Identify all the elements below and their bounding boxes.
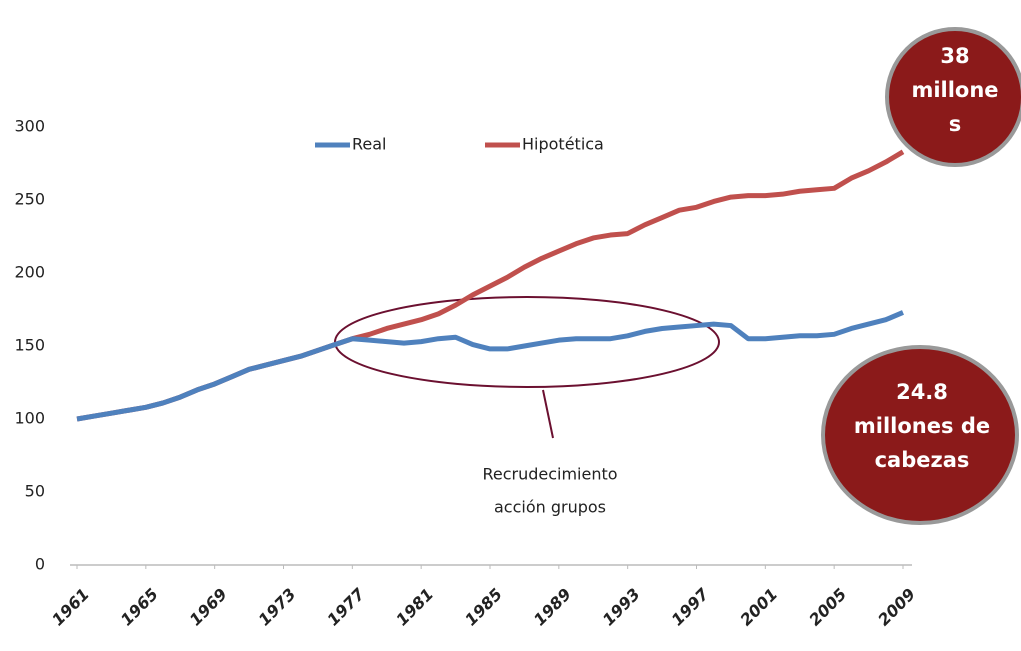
x-tick-label: 1985 (461, 585, 506, 630)
x-tick-label: 1989 (530, 585, 575, 630)
bubble-label: millone (911, 78, 998, 102)
bubble-top (885, 27, 1021, 167)
series-line (76, 149, 905, 422)
x-tick-label: 2001 (736, 585, 781, 630)
x-tick-label: 1981 (392, 585, 437, 630)
x-tick-label: 1961 (48, 585, 93, 630)
x-tick-label: 1993 (599, 585, 644, 630)
y-tick-label: 0 (35, 555, 45, 574)
x-tick-label: 1969 (186, 585, 231, 630)
annotation: acción grupos (494, 498, 606, 517)
series-line (76, 310, 904, 422)
bubble-bottom (821, 345, 1019, 525)
y-tick-label: 150 (14, 336, 45, 355)
bubble-label: millones de (854, 414, 990, 438)
x-tick-label: 2005 (805, 585, 850, 630)
x-tick-label: 1977 (323, 584, 369, 630)
x-tick-label: 2009 (874, 585, 919, 630)
bubble-label: 24.8 (896, 380, 948, 404)
legend-label: Hipotética (522, 135, 604, 154)
bubble-label: 38 (940, 44, 969, 68)
connector (542, 389, 554, 439)
y-tick-label: 250 (14, 190, 45, 209)
y-tick-label: 100 (14, 409, 45, 428)
legend-label: Real (352, 135, 387, 154)
y-tick-label: 200 (14, 263, 45, 282)
x-tick-label: 1973 (255, 585, 300, 630)
x-tick-label: 1997 (668, 584, 714, 630)
bubble-label: cabezas (875, 448, 970, 472)
y-tick-label: 50 (25, 482, 45, 501)
x-tick-label: 1965 (117, 585, 162, 630)
annotation: Recrudecimiento (482, 465, 617, 484)
y-tick-label: 300 (14, 117, 45, 136)
bubble-label: s (949, 112, 962, 136)
